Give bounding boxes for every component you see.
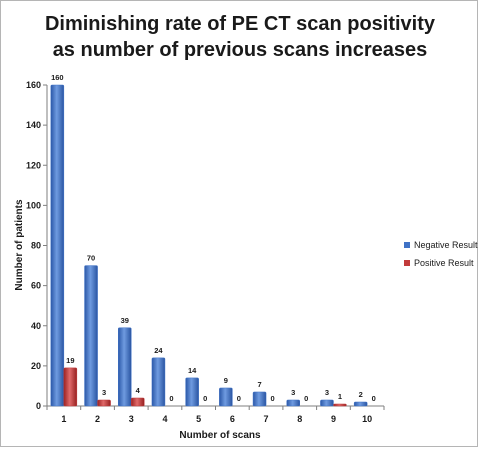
x-tick-label: 1 bbox=[61, 414, 66, 424]
chart-title-line-2: as number of previous scans increases bbox=[53, 39, 428, 61]
x-tick-label: 3 bbox=[129, 414, 134, 424]
bar-negative bbox=[50, 84, 65, 407]
data-label-negative: 14 bbox=[188, 366, 197, 375]
bar-positive bbox=[63, 367, 78, 407]
data-label-negative: 3 bbox=[325, 388, 329, 397]
data-label-negative: 160 bbox=[51, 73, 64, 82]
data-label-positive: 0 bbox=[169, 394, 173, 403]
y-tick-label: 120 bbox=[26, 160, 41, 170]
x-tick-label: 7 bbox=[264, 414, 269, 424]
bar-negative bbox=[151, 357, 166, 407]
x-tick-label: 6 bbox=[230, 414, 235, 424]
legend: Negative Result Positive Result bbox=[404, 240, 478, 268]
y-tick-label: 0 bbox=[36, 401, 41, 411]
data-label-positive: 0 bbox=[270, 394, 274, 403]
y-tick-label: 100 bbox=[26, 200, 41, 210]
y-tick-label: 140 bbox=[26, 120, 41, 130]
data-label-negative: 70 bbox=[87, 254, 95, 263]
y-tick-label: 80 bbox=[31, 241, 41, 251]
data-label-positive: 0 bbox=[237, 394, 241, 403]
x-tick-label: 8 bbox=[297, 414, 302, 424]
bar-positive bbox=[333, 403, 347, 407]
bar-negative bbox=[320, 399, 334, 407]
y-axis-title: Number of patients bbox=[14, 199, 25, 291]
data-label-negative: 3 bbox=[291, 388, 295, 397]
chart-title-line-1: Diminishing rate of PE CT scan positivit… bbox=[45, 13, 436, 35]
data-label-negative: 24 bbox=[154, 346, 163, 355]
data-label-positive: 0 bbox=[203, 394, 207, 403]
bar-negative bbox=[353, 401, 368, 407]
data-label-positive: 3 bbox=[102, 388, 106, 397]
legend-label: Positive Result bbox=[414, 258, 474, 268]
data-label-positive: 0 bbox=[304, 394, 308, 403]
chart-title: Diminishing rate of PE CT scan positivit… bbox=[45, 13, 436, 61]
y-tick-label: 20 bbox=[31, 361, 41, 371]
data-label-negative: 9 bbox=[224, 376, 228, 385]
bar-negative bbox=[219, 387, 233, 407]
x-tick-label: 9 bbox=[331, 414, 336, 424]
x-axis-title: Number of scans bbox=[179, 430, 261, 441]
x-tick-label: 4 bbox=[162, 414, 167, 424]
legend-label: Negative Result bbox=[414, 240, 478, 250]
data-label-positive: 1 bbox=[338, 392, 342, 401]
x-tick-label: 10 bbox=[362, 414, 372, 424]
data-label-positive: 4 bbox=[136, 386, 141, 395]
data-label-positive: 19 bbox=[66, 356, 74, 365]
data-label-negative: 39 bbox=[121, 316, 129, 325]
bar-negative bbox=[252, 391, 267, 407]
bar-negative bbox=[118, 327, 132, 407]
x-tick-label: 5 bbox=[196, 414, 201, 424]
bar-negative bbox=[286, 399, 300, 407]
legend-swatch bbox=[404, 242, 410, 248]
bar-negative bbox=[185, 377, 199, 407]
data-label-positive: 0 bbox=[372, 394, 376, 403]
y-tick-label: 60 bbox=[31, 281, 41, 291]
bar-negative bbox=[84, 265, 98, 407]
bar-positive bbox=[131, 397, 145, 407]
data-label-negative: 7 bbox=[257, 380, 261, 389]
y-tick-label: 40 bbox=[31, 321, 41, 331]
legend-swatch bbox=[404, 260, 410, 266]
y-tick-label: 160 bbox=[26, 80, 41, 90]
data-label-negative: 2 bbox=[359, 390, 363, 399]
x-tick-label: 2 bbox=[95, 414, 100, 424]
bar-positive bbox=[97, 399, 111, 407]
